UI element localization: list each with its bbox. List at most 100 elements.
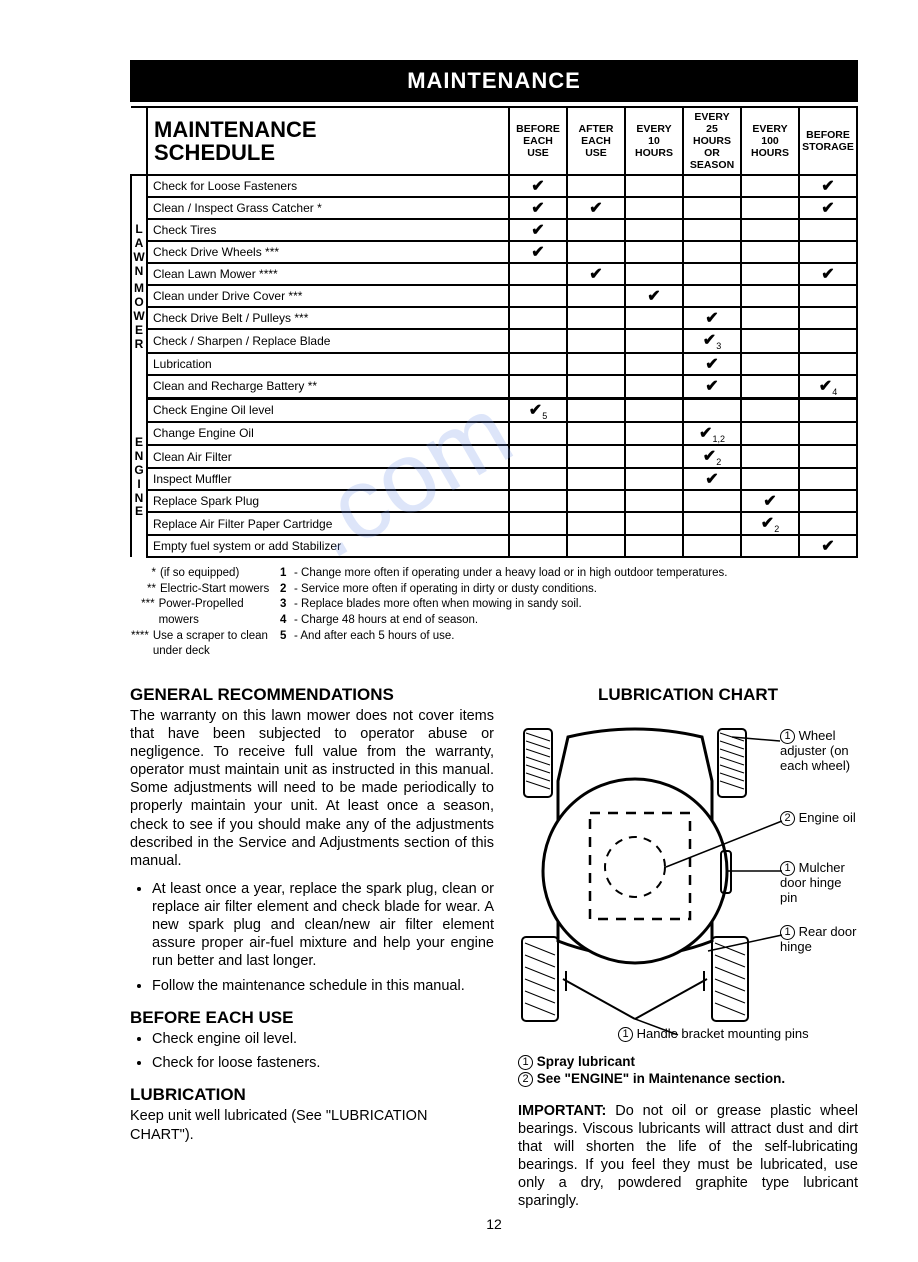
check-cell [625,353,683,375]
callout-mulcher: 1 Mulcher door hinge pin [780,861,858,906]
check-cell [509,307,567,329]
check-cell [741,353,799,375]
check-cell [799,398,857,422]
check-cell [625,422,683,445]
col-header: EVERY10HOURS [625,107,683,175]
check-cell [741,375,799,399]
check-cell [683,285,741,307]
callout-engine-oil: 2 Engine oil [780,811,856,826]
check-cell [741,535,799,557]
check-cell [741,468,799,490]
check-cell: ✔1,2 [683,422,741,445]
check-cell [799,422,857,445]
check-cell [625,241,683,263]
callout-handle: 1 Handle bracket mounting pins [618,1027,858,1042]
task-cell: Check / Sharpen / Replace Blade [147,329,509,352]
footnote-left: **Electric-Start mowers [130,582,280,598]
task-cell: Replace Spark Plug [147,490,509,512]
bullet-item: Follow the maintenance schedule in this … [152,977,494,995]
check-cell [799,329,857,352]
check-cell [799,490,857,512]
check-cell [567,398,625,422]
footnote-right: 4- Charge 48 hours at end of season. [280,613,858,629]
check-cell [567,375,625,399]
task-cell: Check Drive Belt / Pulleys *** [147,307,509,329]
check-cell [509,375,567,399]
bullet-item: At least once a year, replace the spark … [152,880,494,971]
check-cell [567,241,625,263]
task-cell: Empty fuel system or add Stabilizer [147,535,509,557]
col-header: BEFORESTORAGE [799,107,857,175]
check-cell [625,197,683,219]
footnote-left: ****Use a scraper to clean under deck [130,629,280,660]
check-cell: ✔2 [741,512,799,535]
bullet-item: Check engine oil level. [152,1030,494,1048]
check-cell [683,490,741,512]
check-cell: ✔ [509,175,567,197]
check-cell [741,422,799,445]
footnotes: *(if so equipped)**Electric-Start mowers… [130,566,858,659]
check-cell: ✔ [509,219,567,241]
check-cell [799,445,857,468]
check-cell [509,535,567,557]
check-cell [567,512,625,535]
check-cell [683,398,741,422]
check-cell [567,175,625,197]
check-cell: ✔ [567,263,625,285]
check-cell: ✔3 [683,329,741,352]
check-cell [625,307,683,329]
footnote-left: *(if so equipped) [130,566,280,582]
task-cell: Replace Air Filter Paper Cartridge [147,512,509,535]
group-side-label: ENGINE [131,398,147,557]
check-cell: ✔ [683,375,741,399]
check-cell: ✔ [683,307,741,329]
check-cell [799,241,857,263]
check-cell [799,468,857,490]
check-cell [799,307,857,329]
before-use-bullets: Check engine oil level.Check for loose f… [130,1030,494,1072]
lubrication-text: Keep unit well lubricated (See "LUBRICAT… [130,1107,494,1143]
check-cell [625,263,683,285]
page-number: 12 [130,1216,858,1232]
task-cell: Clean Lawn Mower **** [147,263,509,285]
check-cell [683,263,741,285]
check-cell [799,219,857,241]
check-cell: ✔ [741,490,799,512]
check-cell [509,329,567,352]
check-cell: ✔ [799,535,857,557]
task-cell: Clean / Inspect Grass Catcher * [147,197,509,219]
check-cell [741,241,799,263]
check-cell [799,353,857,375]
check-cell [567,445,625,468]
check-cell [509,512,567,535]
schedule-corner-heading: MAINTENANCE SCHEDULE [147,107,509,175]
check-cell [509,468,567,490]
chart-title: LUBRICATION CHART [518,684,858,705]
task-cell: Check Engine Oil level [147,398,509,422]
check-cell [741,398,799,422]
check-cell: ✔ [625,285,683,307]
lubrication-diagram: 1 Wheel adjuster (on each wheel) 2 Engin… [518,711,858,1046]
check-cell [567,422,625,445]
callout-rear-door: 1 Rear door hinge [780,925,858,955]
left-column: GENERAL RECOMMENDATIONS The warranty on … [130,684,494,1211]
check-cell [509,490,567,512]
check-cell [683,219,741,241]
footnote-right: 3- Replace blades more often when mowing… [280,597,858,613]
check-cell [625,329,683,352]
maintenance-schedule-table: MAINTENANCE SCHEDULE BEFOREEACHUSE AFTER… [130,106,858,558]
check-cell [741,329,799,352]
check-cell [567,307,625,329]
footnote-right: 2- Service more often if operating in di… [280,582,858,598]
right-column: LUBRICATION CHART [518,684,858,1211]
check-cell: ✔ [799,197,857,219]
task-cell: Clean and Recharge Battery ** [147,375,509,399]
check-cell [683,535,741,557]
col-header: EVERY100HOURS [741,107,799,175]
general-heading: GENERAL RECOMMENDATIONS [130,684,494,705]
general-para: The warranty on this lawn mower does not… [130,707,494,870]
check-cell [567,329,625,352]
footnote-right: 5- And after each 5 hours of use. [280,629,858,645]
check-cell [509,422,567,445]
before-use-heading: BEFORE EACH USE [130,1007,494,1028]
